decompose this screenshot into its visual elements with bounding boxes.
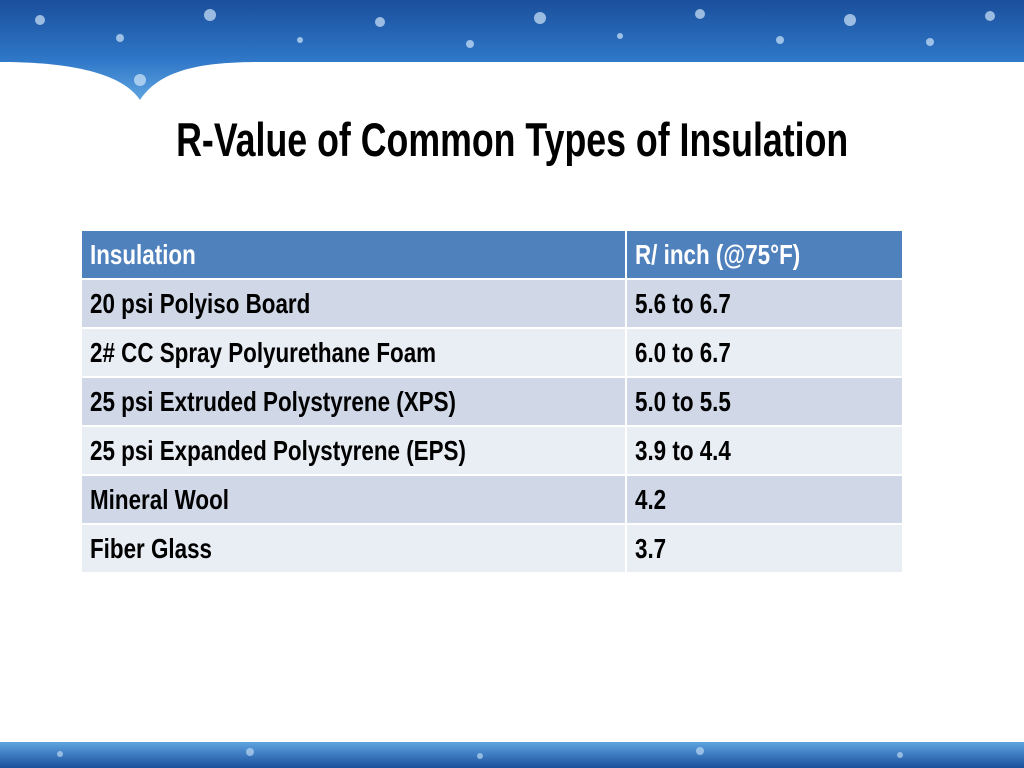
cell-text: 5.6 to 6.7 [634,287,731,319]
insulation-table: Insulation R/ inch (@75°F) 20 psi Polyiso … [80,229,905,574]
cell-text: Fiber Glass [90,532,213,564]
cell-text: 5.0 to 5.5 [634,385,731,417]
cell-text: 3.9 to 4.4 [634,434,731,466]
cell-text: 25 psi Extruded Polystyrene (XPS) [90,385,456,417]
table-cell: 4.2 [624,474,905,525]
bottom-banner [0,742,1024,768]
table-cell: Fiber Glass [80,523,627,574]
table-row: 25 psi Expanded Polystyrene (EPS) 3.9 to … [80,425,905,476]
cell-text: 3.7 [634,532,667,564]
table-row: Fiber Glass 3.7 [80,523,905,574]
table-row: 25 psi Extruded Polystyrene (XPS) 5.0 to … [80,376,905,427]
cell-text: Mineral Wool [90,483,229,515]
cell-text: 2# CC Spray Polyurethane Foam [90,336,437,368]
cell-text: 25 psi Expanded Polystyrene (EPS) [90,434,466,466]
cell-text: Insulation [90,238,196,270]
table-cell: 3.7 [624,523,905,574]
top-banner [0,0,1024,100]
table-cell: 20 psi Polyiso Board [80,278,627,329]
table-cell: 5.6 to 6.7 [624,278,905,329]
table-row: 20 psi Polyiso Board 5.6 to 6.7 [80,278,905,329]
cell-text: R/ inch (@75°F) [634,238,801,270]
table-cell: 6.0 to 6.7 [624,327,905,378]
table-cell: Mineral Wool [80,474,627,525]
table-cell: 2# CC Spray Polyurethane Foam [80,327,627,378]
table-cell: Insulation [80,229,627,280]
table-cell: R/ inch (@75°F) [624,229,905,280]
cell-text: 6.0 to 6.7 [634,336,731,368]
cell-text: 4.2 [634,483,667,515]
header-row: Insulation R/ inch (@75°F) [80,229,905,280]
title-text: R-Value of Common Types of Insulation [175,113,849,166]
slide-title: R-Value of Common Types of Insulation [0,112,1024,167]
table-cell: 25 psi Expanded Polystyrene (EPS) [80,425,627,476]
table-row: 2# CC Spray Polyurethane Foam 6.0 to 6.7 [80,327,905,378]
table-cell: 5.0 to 5.5 [624,376,905,427]
table-cell: 25 psi Extruded Polystyrene (XPS) [80,376,627,427]
table-body: Insulation R/ inch (@75°F) 20 psi Polyiso … [80,229,905,574]
table-row: Mineral Wool 4.2 [80,474,905,525]
table-cell: 3.9 to 4.4 [624,425,905,476]
cell-text: 20 psi Polyiso Board [90,287,311,319]
